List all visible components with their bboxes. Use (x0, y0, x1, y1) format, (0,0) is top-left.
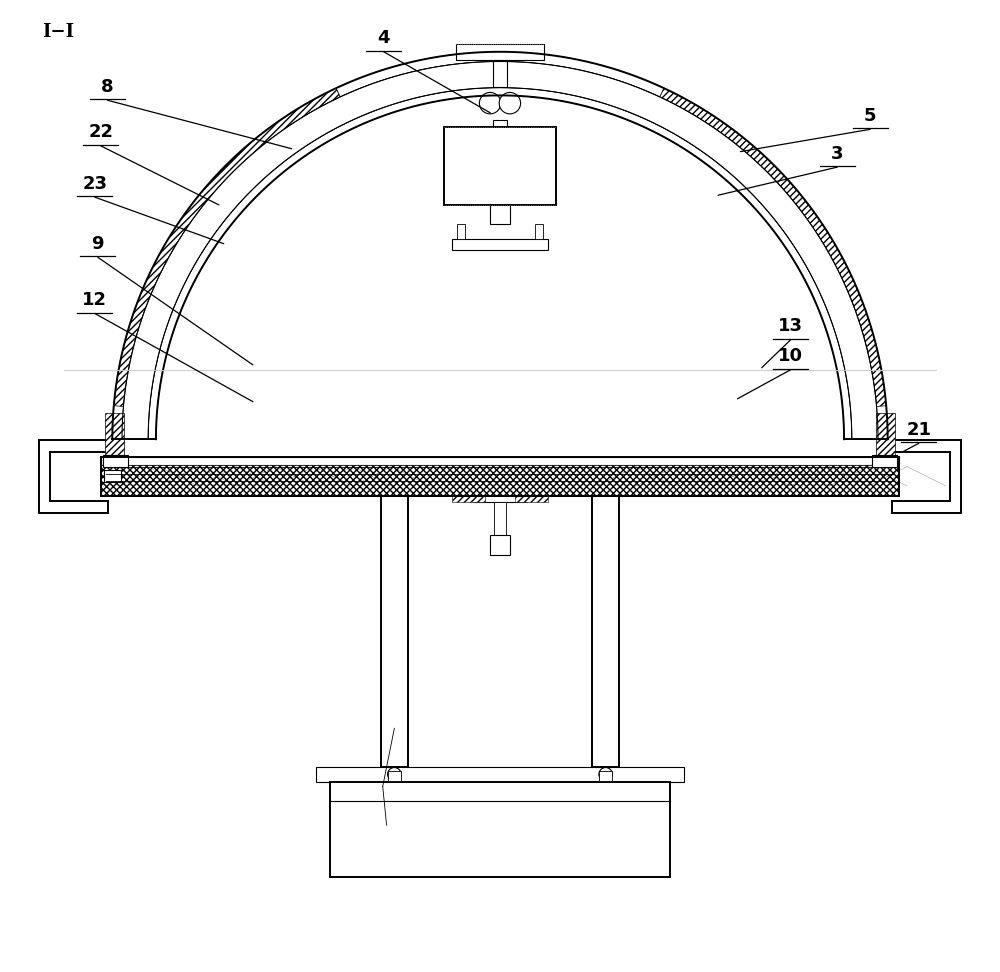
Bar (444, 127, 556, 205)
Bar (457, 225, 465, 239)
Text: 22: 22 (88, 123, 113, 141)
Text: I−I: I−I (43, 23, 75, 42)
Polygon shape (336, 52, 664, 97)
Polygon shape (122, 61, 878, 439)
Bar (490, 536, 510, 555)
Text: 4: 4 (377, 29, 390, 48)
Text: 23: 23 (82, 175, 107, 192)
Text: 10: 10 (778, 347, 803, 365)
Bar (330, 781, 670, 877)
Polygon shape (515, 484, 548, 502)
Bar (437, 457, 563, 484)
Bar (388, 771, 401, 781)
Text: 5: 5 (864, 107, 876, 124)
Polygon shape (660, 88, 886, 406)
Bar (592, 496, 619, 767)
Text: 8: 8 (101, 78, 114, 95)
Circle shape (388, 768, 401, 781)
Bar (103, 455, 128, 467)
Bar (876, 413, 895, 462)
Circle shape (479, 92, 501, 114)
Bar (104, 470, 121, 482)
Text: 9: 9 (92, 234, 104, 253)
Circle shape (499, 92, 521, 114)
Bar (381, 496, 408, 767)
Polygon shape (452, 484, 485, 502)
Bar (493, 59, 507, 87)
Bar (494, 502, 506, 536)
Circle shape (599, 768, 612, 781)
Bar (101, 457, 899, 465)
Text: 21: 21 (906, 421, 931, 438)
Bar (493, 120, 507, 134)
Bar (105, 413, 124, 462)
Text: 3: 3 (831, 145, 844, 162)
Bar (599, 771, 612, 781)
Bar (456, 44, 544, 59)
Polygon shape (114, 88, 340, 406)
Bar (473, 484, 527, 502)
Bar (490, 205, 510, 225)
Bar (452, 239, 548, 251)
Bar (316, 767, 684, 781)
Polygon shape (101, 465, 899, 496)
Polygon shape (892, 440, 961, 512)
Polygon shape (148, 87, 852, 439)
Text: 12: 12 (82, 291, 107, 309)
Bar (535, 225, 543, 239)
Bar (872, 455, 897, 467)
Text: 13: 13 (778, 317, 803, 335)
Polygon shape (39, 440, 108, 512)
